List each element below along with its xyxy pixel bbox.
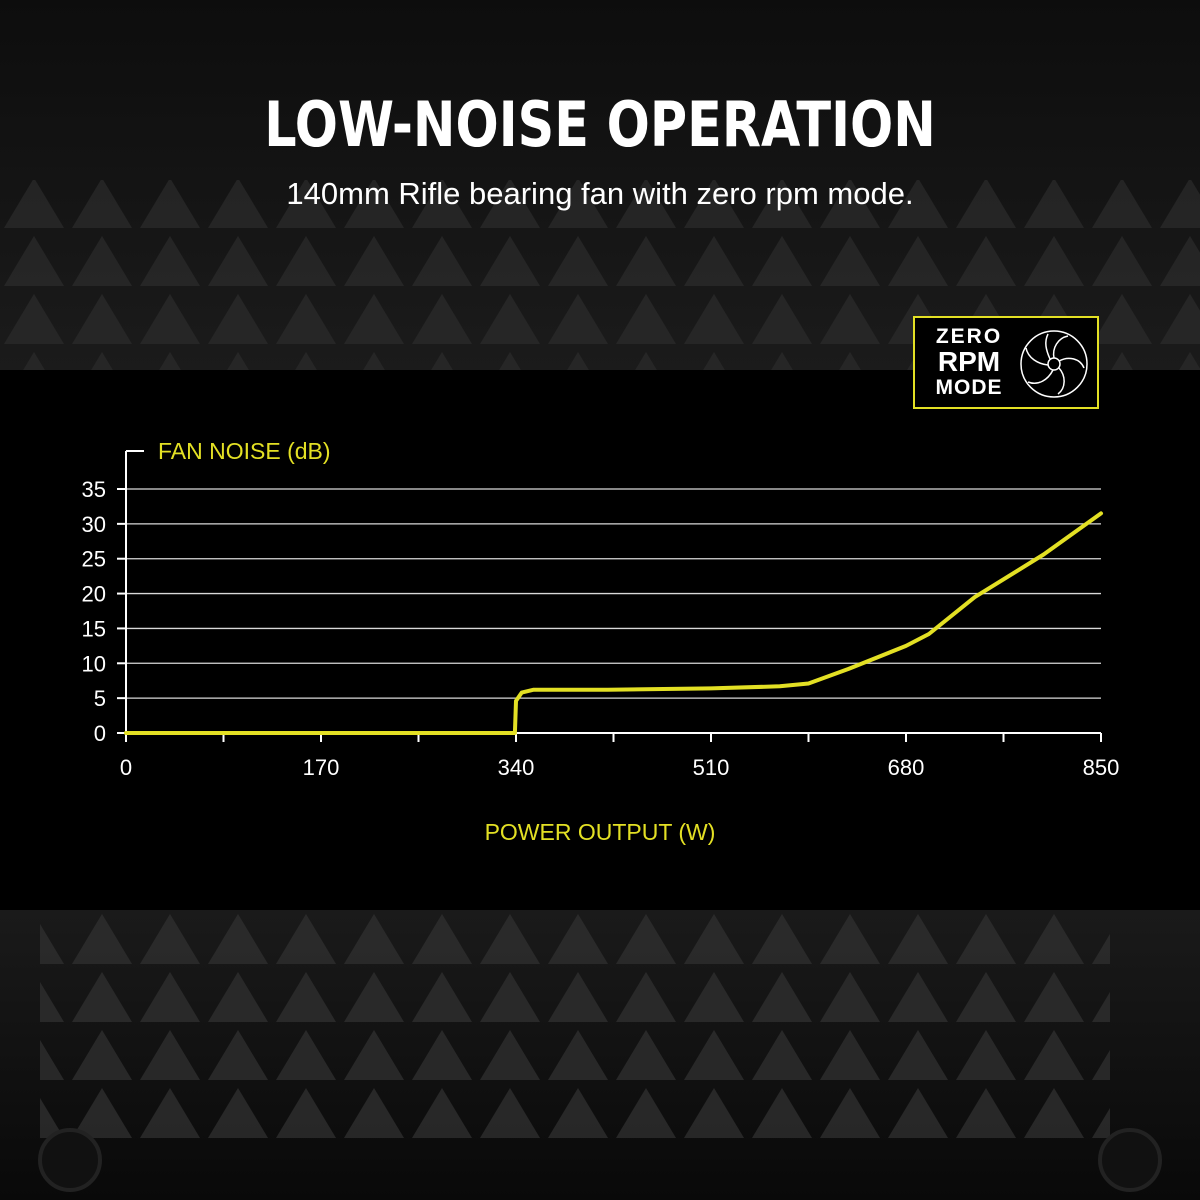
y-tick-label: 20	[82, 582, 106, 607]
grid-lines	[126, 488, 1101, 699]
zero-rpm-badge: ZERO RPM MODE	[913, 316, 1099, 409]
y-tick-label: 15	[82, 616, 106, 641]
background-top-mesh	[0, 0, 1200, 370]
x-tick-label: 510	[693, 755, 730, 780]
x-axis-label: POWER OUTPUT (W)	[485, 819, 716, 845]
series	[124, 511, 1103, 735]
x-tick-label: 170	[303, 755, 340, 780]
x-tick-label: 680	[888, 755, 925, 780]
y-tick-label: 5	[94, 686, 106, 711]
mesh-pattern-bottom	[38, 910, 1162, 1192]
fan-icon	[1020, 330, 1088, 398]
page-subtitle: 140mm Rifle bearing fan with zero rpm mo…	[286, 176, 914, 211]
badge-text: ZERO RPM MODE	[927, 326, 1011, 398]
y-tick-label: 0	[94, 721, 106, 746]
y-tick-label: 30	[82, 512, 106, 537]
badge-line-3: MODE	[935, 376, 1003, 399]
x-tick-label: 850	[1083, 755, 1120, 780]
page-title: LOW-NOISE OPERATION	[264, 88, 936, 161]
y-tick-label: 25	[82, 547, 106, 572]
x-tick-label: 340	[498, 755, 535, 780]
y-tick-label: 35	[82, 477, 106, 502]
background-bottom-mesh	[0, 910, 1200, 1200]
fan-noise-line	[124, 511, 1103, 735]
badge-line-1: ZERO	[935, 325, 1003, 348]
x-tick-label: 0	[120, 755, 132, 780]
y-tick-label: 10	[82, 651, 106, 676]
y-axis-label: FAN NOISE (dB)	[158, 438, 331, 464]
chart-background	[0, 370, 1200, 910]
badge-line-2: RPM	[937, 346, 1001, 377]
